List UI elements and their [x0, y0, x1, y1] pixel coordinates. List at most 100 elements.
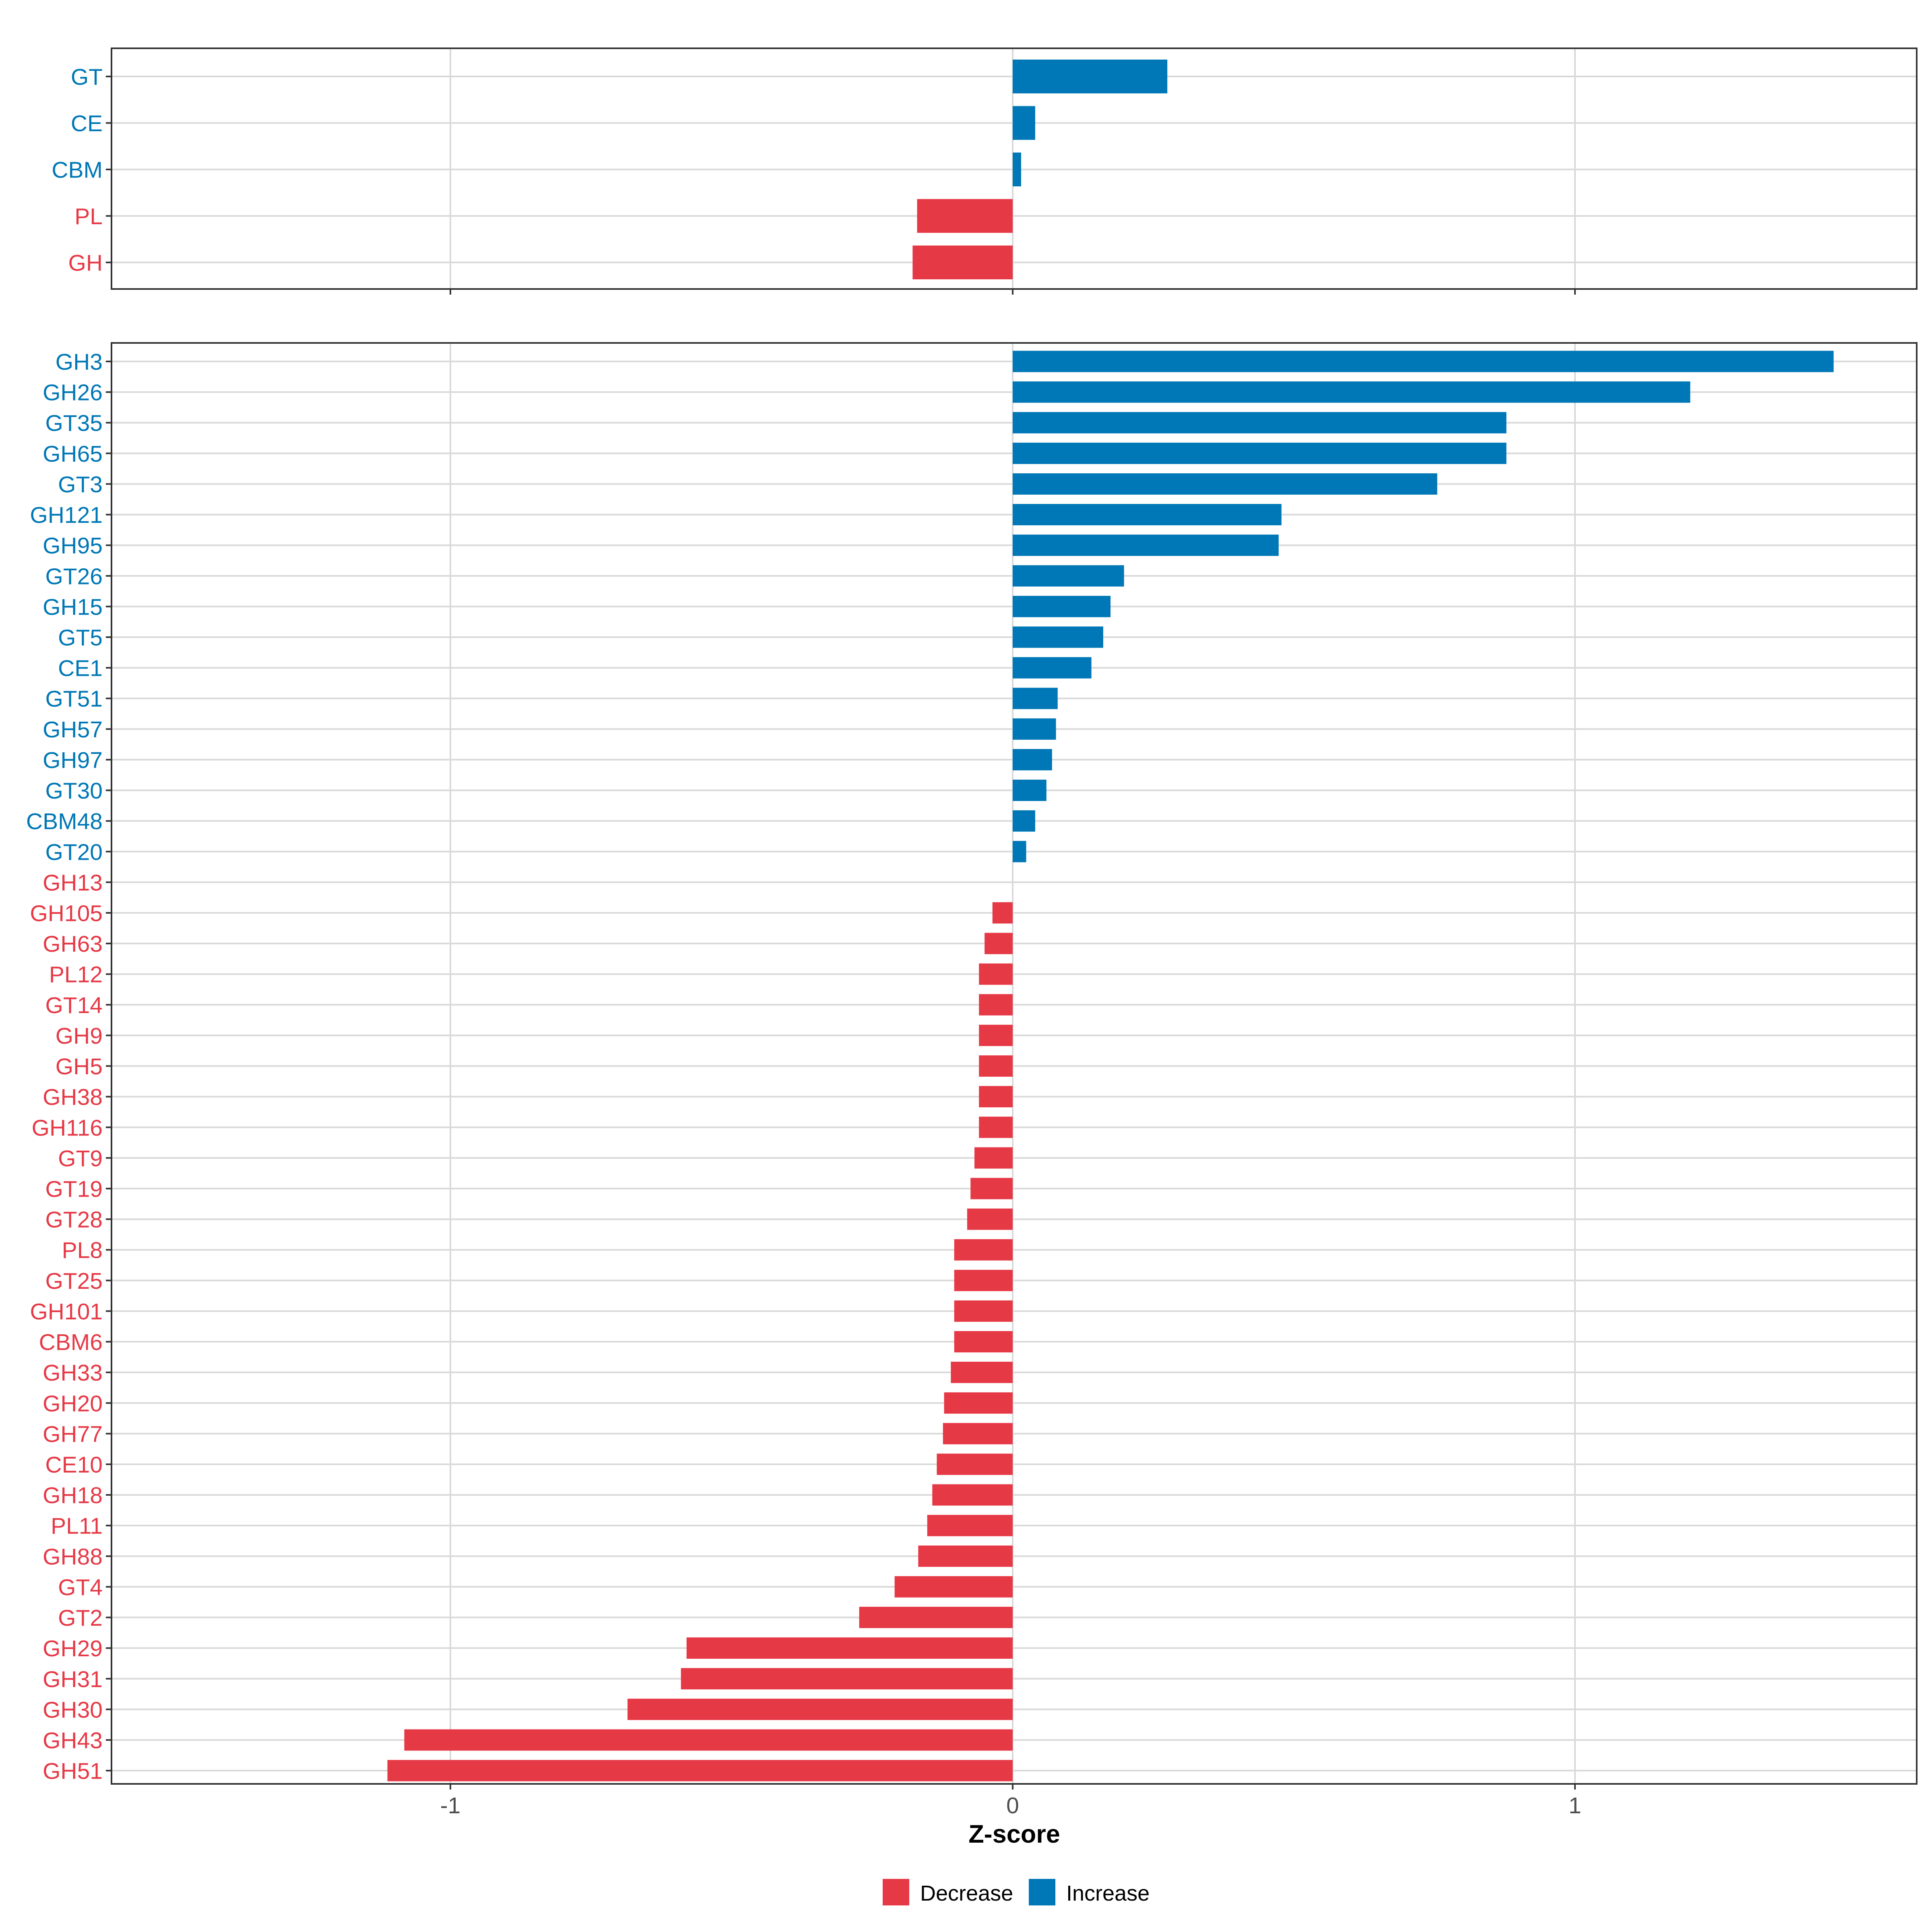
- bar-gt5: [1013, 626, 1103, 648]
- bar-gt20: [1013, 841, 1026, 863]
- bar-gt2: [859, 1607, 1013, 1629]
- legend-key-decrease: [883, 1879, 909, 1905]
- y-tick-label-gh43: GH43: [43, 1728, 103, 1753]
- y-tick-label-gt20: GT20: [45, 839, 103, 865]
- bar-gh116: [979, 1117, 1013, 1138]
- y-tick-label-gt19: GT19: [45, 1176, 103, 1202]
- top-panel: GT CE CBM PL GH: [52, 47, 1918, 295]
- y-tick-label-pl12: PL12: [49, 962, 103, 988]
- y-tick-label-gt4: GT4: [58, 1575, 103, 1600]
- y-tick-label-gt: GT: [71, 64, 103, 90]
- y-tick-label-gh29: GH29: [43, 1636, 103, 1662]
- x-axis: -1 0 1: [440, 1793, 1581, 1818]
- y-tick-label-gh88: GH88: [43, 1544, 103, 1570]
- bar-gh88: [918, 1545, 1013, 1567]
- y-tick-label-gh9: GH9: [56, 1023, 103, 1049]
- y-tick-label-gh38: GH38: [43, 1084, 103, 1110]
- y-tick-label-gt3: GT3: [58, 472, 103, 497]
- y-tick-label-gt35: GT35: [45, 411, 103, 436]
- y-tick-label-gh77: GH77: [43, 1421, 103, 1447]
- bar-gt19: [970, 1178, 1013, 1199]
- bar-gh95: [1013, 535, 1279, 556]
- bar-gh57: [1013, 718, 1056, 740]
- y-tick-label-gh101: GH101: [30, 1299, 103, 1325]
- bar-gh18: [932, 1484, 1013, 1506]
- bar-cbm: [1013, 153, 1021, 186]
- y-tick-label-pl11: PL11: [51, 1513, 103, 1539]
- bar-gh43: [404, 1729, 1013, 1751]
- bar-gt25: [954, 1269, 1013, 1291]
- bar-pl12: [979, 963, 1013, 985]
- y-tick-label-gh51: GH51: [43, 1759, 103, 1784]
- bar-ce1: [1013, 657, 1092, 679]
- x-axis-title: Z-score: [968, 1820, 1060, 1848]
- bottom-panel: GH3 GH26 GT35 GH65 GT3 GH121 GH95 GT26 GH15 GT5 CE…: [26, 342, 1918, 1790]
- x-tick-label: 1: [1569, 1793, 1581, 1818]
- y-tick-label-gh26: GH26: [43, 380, 103, 406]
- y-tick-label-cbm6: CBM6: [39, 1329, 103, 1355]
- y-tick-label-ce10: CE10: [45, 1452, 103, 1478]
- panel-border: [111, 47, 1918, 290]
- y-tick-label-gh121: GH121: [30, 502, 103, 528]
- y-tick-label-gt30: GT30: [45, 778, 103, 804]
- bar-gh33: [951, 1362, 1013, 1383]
- bar-gh101: [954, 1300, 1013, 1322]
- bar-gt4: [894, 1576, 1013, 1598]
- y-tick-label-gh116: GH116: [32, 1115, 103, 1141]
- bar-pl8: [954, 1239, 1013, 1261]
- bar-gh20: [944, 1392, 1013, 1414]
- y-tick-label-gh15: GH15: [43, 594, 103, 620]
- bar-ce: [1013, 106, 1035, 140]
- y-tick-label-cbm: CBM: [52, 157, 103, 183]
- bar-pl: [917, 199, 1013, 233]
- panel-border: [111, 342, 1918, 1785]
- y-tick-label-gh13: GH13: [43, 870, 103, 896]
- bar-gh38: [979, 1086, 1013, 1108]
- bar-gh15: [1013, 596, 1111, 617]
- bar-cbm48: [1013, 810, 1035, 832]
- y-tick-label-gh97: GH97: [43, 747, 103, 773]
- y-tick-label-gh3: GH3: [56, 349, 103, 375]
- y-tick-label-ce1: CE1: [58, 656, 103, 681]
- y-tick-label-ce: CE: [71, 111, 103, 136]
- legend-key-increase: [1029, 1879, 1055, 1905]
- bar-gh105: [992, 902, 1013, 924]
- bar-gh31: [681, 1668, 1013, 1690]
- y-tick-label-gh95: GH95: [43, 533, 103, 559]
- panel-background: [111, 343, 1917, 1784]
- y-tick-label-gt2: GT2: [58, 1605, 103, 1631]
- y-tick-label-gh65: GH65: [43, 441, 103, 467]
- bar-gt9: [974, 1147, 1013, 1169]
- bar-gh97: [1013, 749, 1052, 770]
- legend: Decrease Increase: [883, 1879, 1150, 1905]
- y-tick-label-pl: PL: [74, 204, 103, 229]
- y-tick-label-gh31: GH31: [43, 1666, 103, 1692]
- bar-gt14: [979, 994, 1013, 1016]
- bar-gt28: [967, 1208, 1013, 1230]
- bar-gh77: [943, 1423, 1013, 1445]
- y-tick-label-cbm48: CBM48: [26, 809, 103, 834]
- y-tick-label-gh: GH: [68, 250, 103, 276]
- bar-gh121: [1013, 504, 1282, 526]
- bar-gt51: [1013, 687, 1058, 709]
- y-tick-label-gt28: GT28: [45, 1207, 103, 1233]
- bar-gh63: [985, 933, 1013, 954]
- bar-gh26: [1013, 381, 1690, 403]
- y-tick-label-gh18: GH18: [43, 1483, 103, 1509]
- bar-gh3: [1013, 351, 1834, 372]
- y-tick-label-gt9: GT9: [58, 1146, 103, 1171]
- bar-cbm6: [954, 1331, 1013, 1353]
- y-tick-label-gt51: GT51: [45, 686, 103, 712]
- bar-ce10: [937, 1453, 1013, 1475]
- bar-gh5: [979, 1055, 1013, 1077]
- bar-gt26: [1013, 565, 1124, 587]
- bar-gt: [1013, 60, 1168, 93]
- y-tick-label-gh33: GH33: [43, 1360, 103, 1386]
- bar-gt3: [1013, 473, 1437, 495]
- bar-pl11: [927, 1515, 1013, 1536]
- y-tick-label-gt5: GT5: [58, 625, 103, 651]
- bar-gt35: [1013, 412, 1507, 433]
- bar-gh51: [387, 1760, 1013, 1781]
- x-tick-label: 0: [1006, 1793, 1019, 1818]
